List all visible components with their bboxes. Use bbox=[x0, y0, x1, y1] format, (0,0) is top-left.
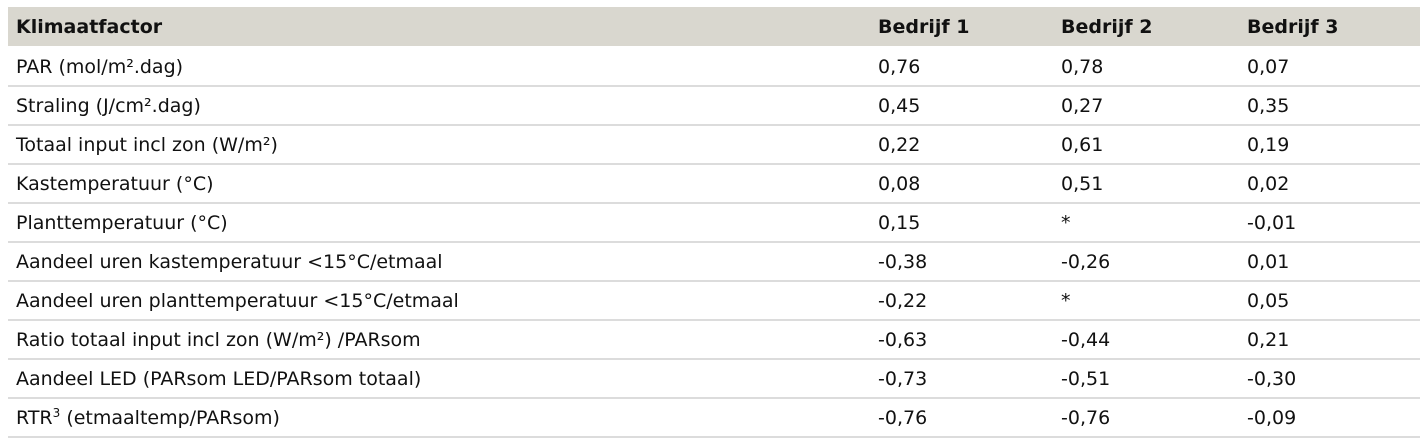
row-bedrijf-3-value: 0,07 bbox=[1237, 47, 1420, 87]
row-bedrijf-2-value: -0,44 bbox=[1051, 320, 1237, 360]
row-bedrijf-3-value: -0,01 bbox=[1237, 203, 1420, 243]
row-bedrijf-1-value: 0,45 bbox=[868, 86, 1051, 126]
row-bedrijf-3-value: 0,35 bbox=[1237, 86, 1420, 126]
row-bedrijf-3-value: -0,09 bbox=[1237, 398, 1420, 438]
row-factor: Aandeel LED (PARsom LED/PARsom totaal) bbox=[8, 359, 868, 399]
row-bedrijf-1-value: 0,08 bbox=[868, 164, 1051, 204]
row-bedrijf-2-value: 0,78 bbox=[1051, 47, 1237, 87]
row-bedrijf-2-value: 0,27 bbox=[1051, 86, 1237, 126]
rtr-label-rest: (etmaaltemp/PARsom) bbox=[60, 406, 280, 429]
row-bedrijf-1-value: -0,38 bbox=[868, 242, 1051, 282]
table-row: Planttemperatuur (°C) 0,15 * -0,01 bbox=[8, 203, 1420, 243]
table-header: Klimaatfactor Bedrijf 1 Bedrijf 2 Bedrij… bbox=[8, 7, 1420, 48]
row-bedrijf-3-value: 0,02 bbox=[1237, 164, 1420, 204]
row-bedrijf-1-value: -0,73 bbox=[868, 359, 1051, 399]
row-bedrijf-3-value: 0,21 bbox=[1237, 320, 1420, 360]
footnote-marker: 3 bbox=[52, 405, 61, 420]
row-bedrijf-1-value: -0,63 bbox=[868, 320, 1051, 360]
table-row: Ratio totaal input incl zon (W/m²) /PARs… bbox=[8, 320, 1420, 360]
row-bedrijf-2-value: 0,51 bbox=[1051, 164, 1237, 204]
table-row: Totaal input incl zon (W/m²) 0,22 0,61 0… bbox=[8, 125, 1420, 165]
row-factor: Aandeel uren planttemperatuur <15°C/etma… bbox=[8, 281, 868, 321]
header-bedrijf-2: Bedrijf 2 bbox=[1051, 7, 1237, 48]
row-bedrijf-2-value: * bbox=[1051, 203, 1237, 243]
row-bedrijf-3-value: -0,30 bbox=[1237, 359, 1420, 399]
row-factor: Totaal input incl zon (W/m²) bbox=[8, 125, 868, 165]
row-factor: Planttemperatuur (°C) bbox=[8, 203, 868, 243]
table-row: Straling (J/cm².dag) 0,45 0,27 0,35 bbox=[8, 86, 1420, 126]
table-body: PAR (mol/m².dag) 0,76 0,78 0,07 Straling… bbox=[8, 47, 1420, 438]
table-row: Aandeel uren planttemperatuur <15°C/etma… bbox=[8, 281, 1420, 321]
rtr-label: RTR bbox=[16, 406, 53, 429]
table-row: Aandeel LED (PARsom LED/PARsom totaal) -… bbox=[8, 359, 1420, 399]
row-bedrijf-3-value: 0,05 bbox=[1237, 281, 1420, 321]
row-factor: PAR (mol/m².dag) bbox=[8, 47, 868, 87]
header-bedrijf-3: Bedrijf 3 bbox=[1237, 7, 1420, 48]
table-row: PAR (mol/m².dag) 0,76 0,78 0,07 bbox=[8, 47, 1420, 87]
header-bedrijf-1: Bedrijf 1 bbox=[868, 7, 1051, 48]
klimaatfactor-table: Klimaatfactor Bedrijf 1 Bedrijf 2 Bedrij… bbox=[8, 7, 1420, 438]
row-bedrijf-2-value: -0,76 bbox=[1051, 398, 1237, 438]
header-klimaatfactor: Klimaatfactor bbox=[8, 7, 868, 48]
table-row: RTR3 (etmaaltemp/PARsom) -0,76 -0,76 -0,… bbox=[8, 398, 1420, 438]
row-bedrijf-1-value: -0,22 bbox=[868, 281, 1051, 321]
row-bedrijf-2-value: * bbox=[1051, 281, 1237, 321]
row-factor: Straling (J/cm².dag) bbox=[8, 86, 868, 126]
row-bedrijf-3-value: 0,19 bbox=[1237, 125, 1420, 165]
row-factor: Ratio totaal input incl zon (W/m²) /PARs… bbox=[8, 320, 868, 360]
row-bedrijf-2-value: 0,61 bbox=[1051, 125, 1237, 165]
row-bedrijf-1-value: 0,22 bbox=[868, 125, 1051, 165]
row-bedrijf-3-value: 0,01 bbox=[1237, 242, 1420, 282]
row-bedrijf-2-value: -0,51 bbox=[1051, 359, 1237, 399]
table-row: Kastemperatuur (°C) 0,08 0,51 0,02 bbox=[8, 164, 1420, 204]
table-row: Aandeel uren kastemperatuur <15°C/etmaal… bbox=[8, 242, 1420, 282]
row-bedrijf-1-value: 0,76 bbox=[868, 47, 1051, 87]
row-bedrijf-2-value: -0,26 bbox=[1051, 242, 1237, 282]
row-bedrijf-1-value: 0,15 bbox=[868, 203, 1051, 243]
row-factor: Aandeel uren kastemperatuur <15°C/etmaal bbox=[8, 242, 868, 282]
header-row: Klimaatfactor Bedrijf 1 Bedrijf 2 Bedrij… bbox=[8, 7, 1420, 48]
klimaatfactor-table-container: Klimaatfactor Bedrijf 1 Bedrijf 2 Bedrij… bbox=[8, 7, 1420, 438]
row-factor: Kastemperatuur (°C) bbox=[8, 164, 868, 204]
row-bedrijf-1-value: -0,76 bbox=[868, 398, 1051, 438]
row-factor: RTR3 (etmaaltemp/PARsom) bbox=[8, 398, 868, 438]
